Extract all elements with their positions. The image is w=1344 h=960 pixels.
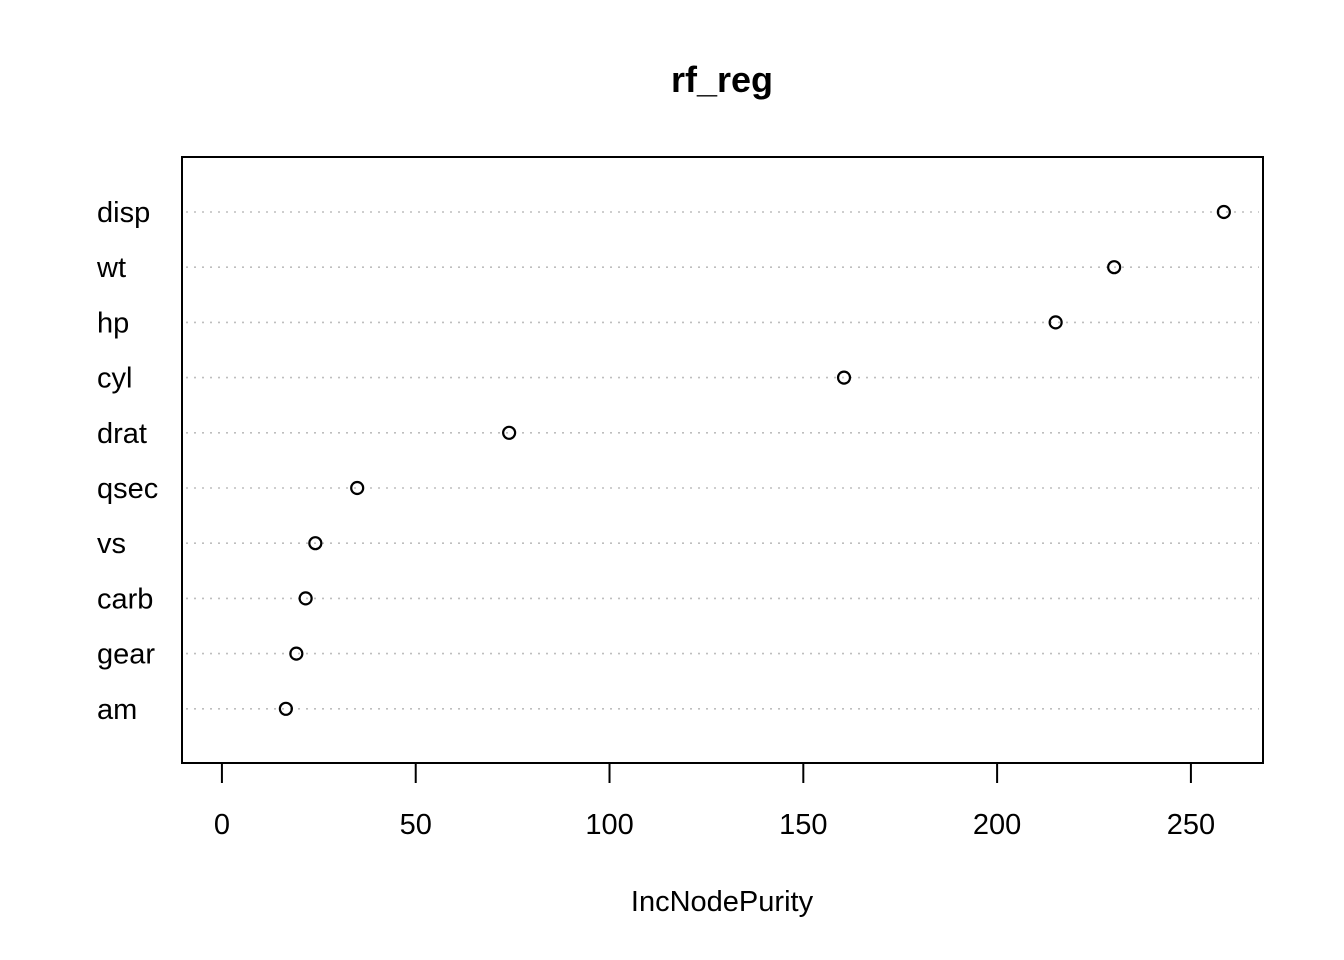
category-label-am: am bbox=[97, 694, 137, 726]
x-tick-label-150: 150 bbox=[779, 809, 827, 841]
x-tick-label-50: 50 bbox=[400, 809, 432, 841]
category-label-carb: carb bbox=[97, 583, 153, 615]
point-carb bbox=[298, 591, 313, 606]
category-label-wt: wt bbox=[96, 252, 126, 284]
category-label-hp: hp bbox=[97, 307, 129, 339]
point-drat bbox=[502, 425, 517, 440]
x-tick-label-200: 200 bbox=[973, 809, 1021, 841]
point-qsec bbox=[350, 480, 365, 496]
point-vs bbox=[308, 536, 323, 551]
chart-title: rf_reg bbox=[671, 59, 773, 100]
gridlines bbox=[186, 211, 1259, 710]
point-wt bbox=[1107, 260, 1122, 275]
x-tick-label-100: 100 bbox=[585, 809, 633, 841]
x-tick-label-0: 0 bbox=[214, 809, 230, 841]
category-label-vs: vs bbox=[97, 528, 126, 560]
x-axis: 0 50 100 150 200 250 bbox=[214, 762, 1215, 841]
plot-frame bbox=[181, 156, 1264, 764]
point-cyl bbox=[836, 370, 852, 385]
point-am bbox=[278, 701, 293, 716]
category-label-cyl: cyl bbox=[97, 363, 132, 395]
point-gear bbox=[289, 646, 304, 661]
category-labels: disp wt hp cyl drat qsec vs carb gear am bbox=[96, 197, 158, 726]
x-tick-label-250: 250 bbox=[1167, 809, 1215, 841]
category-label-disp: disp bbox=[97, 197, 150, 229]
category-label-drat: drat bbox=[97, 418, 147, 450]
category-label-qsec: qsec bbox=[97, 473, 158, 505]
point-disp bbox=[1216, 204, 1231, 220]
x-axis-title: IncNodePurity bbox=[631, 886, 814, 918]
data-points bbox=[278, 204, 1231, 716]
category-label-gear: gear bbox=[97, 639, 155, 671]
point-hp bbox=[1048, 315, 1063, 330]
